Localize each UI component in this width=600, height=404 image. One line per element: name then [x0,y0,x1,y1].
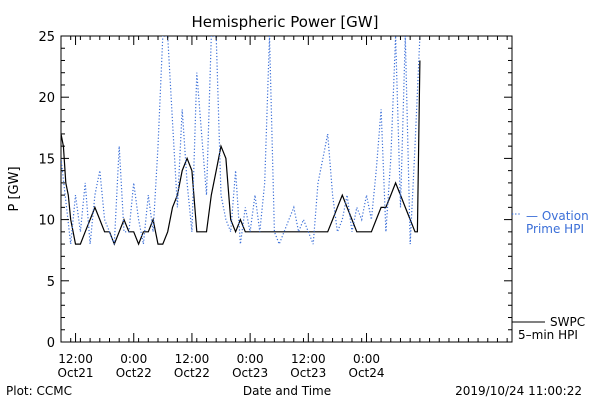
x-tick-label-time: 0:00 [120,352,147,366]
swpc-series-line [61,60,421,246]
plot-frame [60,35,513,343]
x-tick-label-time: 12:00 [291,352,326,366]
x-tick-label-date: Oct23 [290,366,326,380]
y-tick-label: 25 [38,30,55,45]
x-axis-label: Date and Time [243,384,331,398]
legend-ovation-label-2: Prime HPI [526,222,584,236]
x-tick-label-date: Oct22 [174,366,210,380]
ovation-prime-series-line [61,36,421,246]
y-axis-label: P [GW] [7,166,22,211]
plot-area [60,35,513,343]
y-tick-label: 20 [38,91,55,106]
chart-title: Hemispheric Power [GW] [192,13,379,31]
plot-timestamp: 2019/10/24 11:00:22 [455,384,582,398]
y-tick-label: 0 [47,336,55,351]
y-tick-label: 15 [38,152,55,167]
series-group [61,36,421,246]
x-tick-label-date: Oct22 [116,366,152,380]
x-tick-label-time: 0:00 [353,352,380,366]
x-tick-label-date: Oct21 [58,366,94,380]
x-tick-label-date: Oct24 [349,366,385,380]
legend-swpc-label-2: 5–min HPI [518,328,578,342]
legend-swpc-label-1: SWPC [550,315,585,329]
x-tick-label-date: Oct23 [232,366,268,380]
y-tick-label: 5 [47,275,55,290]
legend-ovation-label-1: — Ovation [526,209,589,223]
y-tick-label: 10 [38,214,55,229]
axes-group: 051015202512:00Oct210:00Oct2212:00Oct220… [38,30,512,380]
x-tick-label-time: 0:00 [237,352,264,366]
x-tick-label-time: 12:00 [175,352,210,366]
x-tick-label-time: 12:00 [58,352,93,366]
plot-credit: Plot: CCMC [6,384,72,398]
